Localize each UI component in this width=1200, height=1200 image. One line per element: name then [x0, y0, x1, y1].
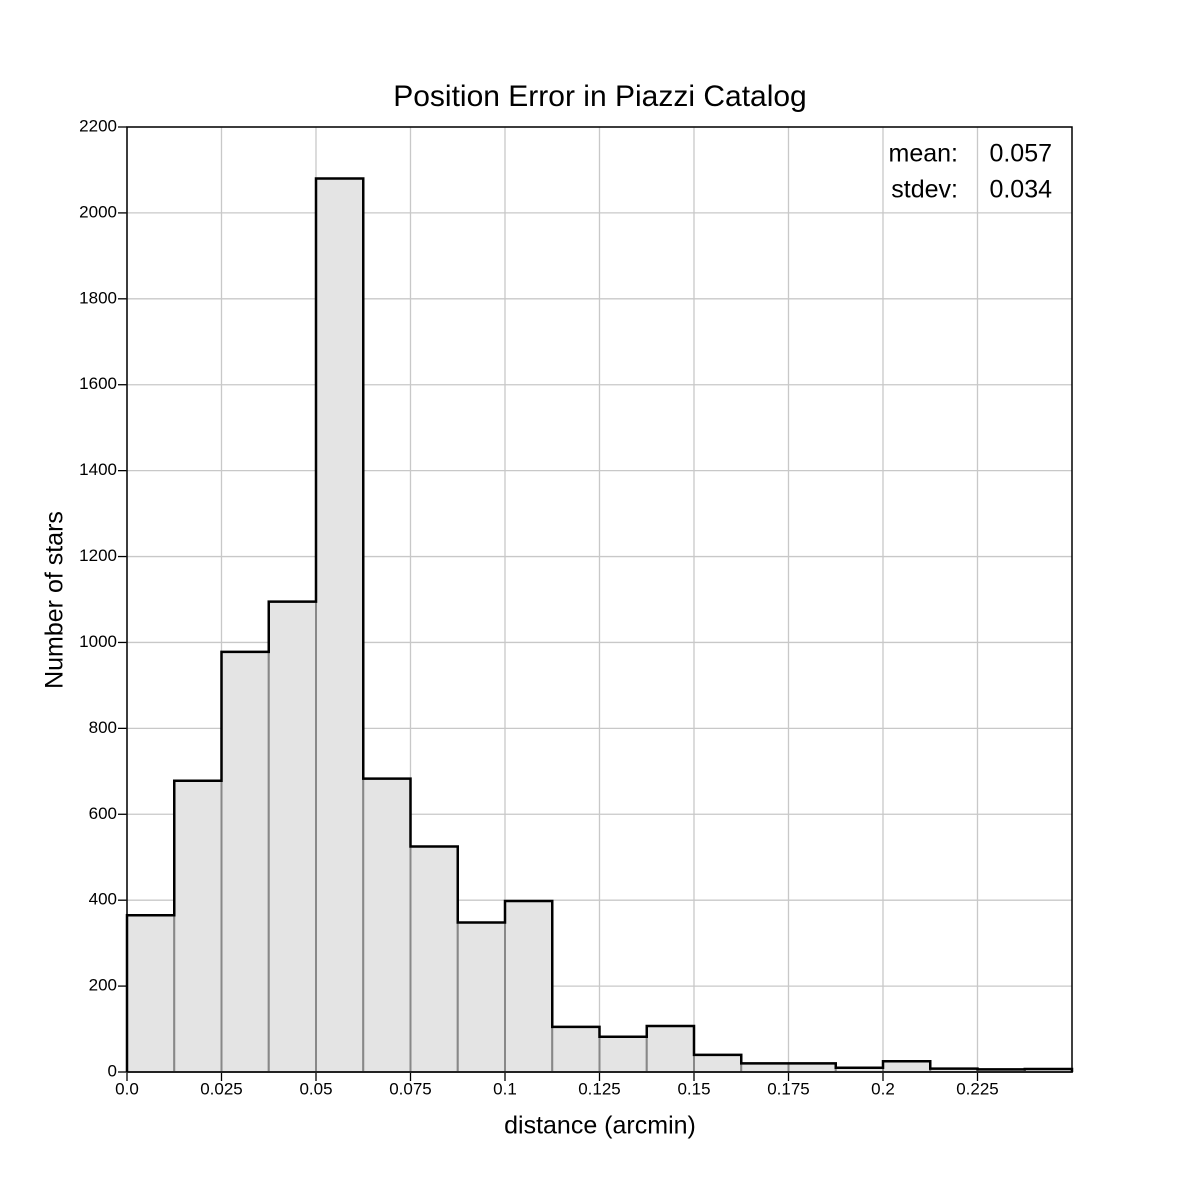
y-tick-label: 0: [108, 1061, 117, 1080]
y-tick-label: 1200: [79, 546, 117, 565]
bar: [409, 845, 459, 1074]
y-tick-label: 2000: [79, 202, 117, 221]
x-tick-label: 0.1: [493, 1079, 517, 1098]
x-tick-label: 0.2: [871, 1079, 895, 1098]
x-tick-label: 0.025: [200, 1079, 243, 1098]
bar: [693, 1053, 743, 1074]
bar: [126, 914, 176, 1073]
y-tick-label: 600: [89, 804, 117, 823]
plot-frame: [126, 126, 1073, 1073]
bar: [456, 921, 506, 1073]
y-tick-label: 400: [89, 890, 117, 909]
bar: [173, 779, 223, 1073]
x-tick-label: 0.075: [389, 1079, 432, 1098]
y-tick-label: 1400: [79, 460, 117, 479]
x-tick-label: 0.05: [299, 1079, 332, 1098]
x-tick-label: 0.175: [767, 1079, 810, 1098]
y-tick-label: 2200: [79, 116, 117, 135]
y-tick-label: 1000: [79, 632, 117, 651]
y-axis-label: Number of stars: [41, 511, 69, 689]
bar: [787, 1062, 837, 1073]
y-tick-label: 200: [89, 976, 117, 995]
bar: [267, 600, 317, 1073]
bar: [220, 650, 270, 1073]
bar: [504, 900, 554, 1073]
bar: [315, 177, 365, 1073]
histogram-outline: [125, 177, 1074, 1072]
x-tick-label: 0.125: [578, 1079, 621, 1098]
stat-value: 0.057: [989, 140, 1052, 168]
x-tick-label: 0.0: [115, 1079, 139, 1098]
bar: [598, 1035, 648, 1073]
x-tick-label: 0.15: [677, 1079, 710, 1098]
bar: [645, 1025, 695, 1074]
stat-label: mean:: [889, 140, 958, 168]
stat-label: stdev:: [891, 176, 958, 204]
bar: [882, 1060, 932, 1073]
y-tick-label: 1600: [79, 374, 117, 393]
y-tick-label: 1800: [79, 288, 117, 307]
stat-value: 0.034: [989, 176, 1052, 204]
bar: [551, 1025, 601, 1073]
x-axis-label: distance (arcmin): [504, 1112, 696, 1140]
chart-title: Position Error in Piazzi Catalog: [393, 80, 807, 113]
bar: [740, 1062, 790, 1073]
x-tick-label: 0.225: [956, 1079, 999, 1098]
y-tick-label: 800: [89, 718, 117, 737]
bar: [362, 777, 412, 1074]
